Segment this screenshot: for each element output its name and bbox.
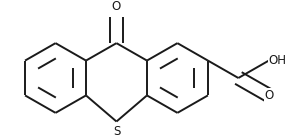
Text: S: S bbox=[113, 125, 120, 138]
Text: O: O bbox=[112, 0, 121, 13]
Text: OH: OH bbox=[269, 54, 287, 67]
Text: O: O bbox=[264, 89, 274, 102]
